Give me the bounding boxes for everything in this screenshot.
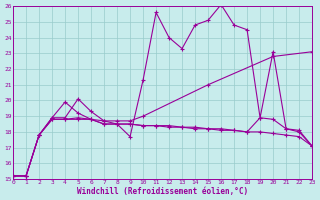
X-axis label: Windchill (Refroidissement éolien,°C): Windchill (Refroidissement éolien,°C): [77, 187, 248, 196]
